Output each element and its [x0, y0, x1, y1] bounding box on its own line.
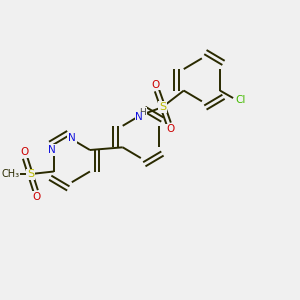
- Text: H: H: [140, 108, 146, 117]
- Text: N: N: [48, 145, 56, 155]
- Text: N: N: [68, 133, 76, 143]
- Text: S: S: [159, 102, 167, 112]
- Text: O: O: [32, 192, 41, 202]
- Text: Cl: Cl: [235, 94, 245, 104]
- Text: S: S: [27, 169, 34, 179]
- Text: O: O: [152, 80, 160, 90]
- Text: N: N: [135, 112, 143, 122]
- Text: CH₃: CH₃: [1, 169, 19, 179]
- Text: O: O: [166, 124, 174, 134]
- Text: O: O: [20, 147, 28, 157]
